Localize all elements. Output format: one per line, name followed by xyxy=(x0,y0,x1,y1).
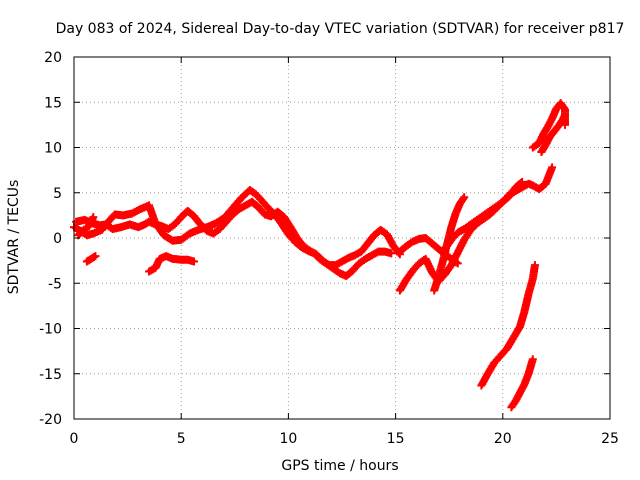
chart-title: Day 083 of 2024, Sidereal Day-to-day VTE… xyxy=(56,21,625,37)
data-point xyxy=(190,257,199,266)
data-point xyxy=(560,110,569,119)
series-arc-m xyxy=(507,355,537,412)
series-arc-d xyxy=(82,252,100,266)
series-arc-i xyxy=(440,163,557,253)
y-tick-label: 0 xyxy=(53,231,62,247)
y-tick-label: -5 xyxy=(48,276,62,292)
y-tick-label: 10 xyxy=(44,141,62,157)
series-arc-a xyxy=(72,197,404,270)
series-arc-b xyxy=(70,186,396,281)
y-tick-label: 15 xyxy=(44,95,62,111)
axis-ticks: 0 5 10 15 20 25 -20 -15 -10 -5 0 5 10 15 20 xyxy=(39,50,619,447)
series-arc-l xyxy=(477,261,539,390)
data-points xyxy=(70,99,569,412)
series-arc-e xyxy=(74,213,98,240)
data-point xyxy=(89,213,98,222)
series-arc-c xyxy=(145,252,199,276)
x-tick-label: 5 xyxy=(177,431,186,447)
data-point xyxy=(528,355,537,364)
y-tick-label: -20 xyxy=(39,412,62,428)
data-point xyxy=(91,252,100,261)
data-point xyxy=(530,261,539,270)
data-point xyxy=(460,193,469,202)
y-tick-label: 5 xyxy=(53,186,62,202)
y-tick-label: -15 xyxy=(39,367,62,383)
series-arc-k xyxy=(537,110,569,157)
x-tick-label: 0 xyxy=(70,431,79,447)
y-tick-label: -10 xyxy=(39,322,62,338)
data-point xyxy=(548,163,557,172)
x-tick-label: 10 xyxy=(279,431,297,447)
x-axis-label: GPS time / hours xyxy=(281,458,398,474)
x-tick-label: 25 xyxy=(601,431,619,447)
data-point xyxy=(387,249,396,258)
x-tick-label: 20 xyxy=(494,431,512,447)
x-tick-label: 15 xyxy=(387,431,405,447)
y-tick-label: 20 xyxy=(44,50,62,66)
series-arc-h xyxy=(430,193,469,295)
data-point xyxy=(459,194,468,203)
y-axis-label: SDTVAR / TECUs xyxy=(6,180,22,295)
